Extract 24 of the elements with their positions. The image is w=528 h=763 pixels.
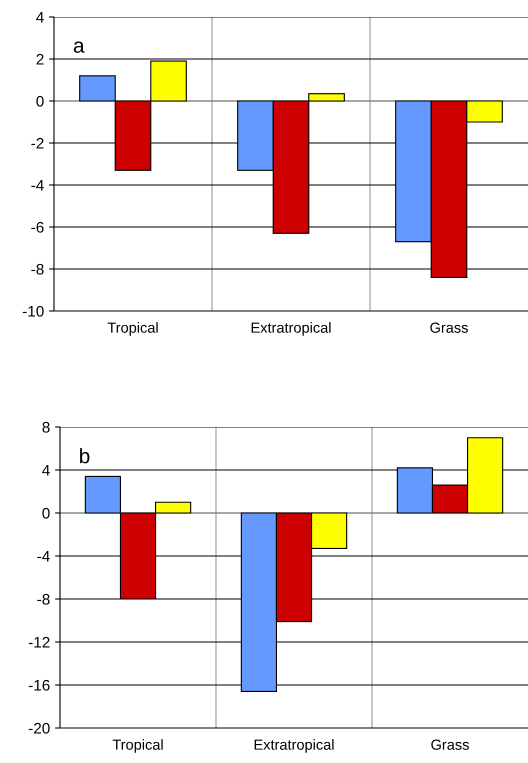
y-tick-label: -20 <box>28 722 50 734</box>
x-tick-label: Extratropical <box>252 322 331 336</box>
x-tick-label: Grass <box>430 322 468 333</box>
annotation: b <box>80 448 90 464</box>
y-tick-label: -4 <box>31 180 44 191</box>
y-tick-label: 0 <box>42 508 50 519</box>
y-tick-label: 4 <box>36 12 44 23</box>
y-tick-label: -8 <box>31 264 44 275</box>
x-tick-label: Tropical <box>112 739 163 753</box>
y-tick-label: 4 <box>42 465 50 476</box>
x-tick-label: Grass <box>431 739 469 750</box>
y-tick-label: -2 <box>31 138 44 149</box>
y-tick-label: 2 <box>36 54 44 65</box>
x-tick-label: Extratropical <box>254 739 334 753</box>
annotation: a <box>74 41 85 53</box>
y-tick-label: -6 <box>31 222 44 233</box>
y-tick-label: -10 <box>22 306 44 317</box>
y-tick-label: -12 <box>28 636 50 648</box>
y-tick-label: 8 <box>42 422 50 433</box>
y-tick-label: -16 <box>28 680 50 691</box>
y-tick-label: 0 <box>36 96 44 107</box>
y-tick-label: -8 <box>37 594 50 605</box>
x-tick-label: Tropical <box>108 322 158 336</box>
y-tick-label: -4 <box>37 551 50 562</box>
